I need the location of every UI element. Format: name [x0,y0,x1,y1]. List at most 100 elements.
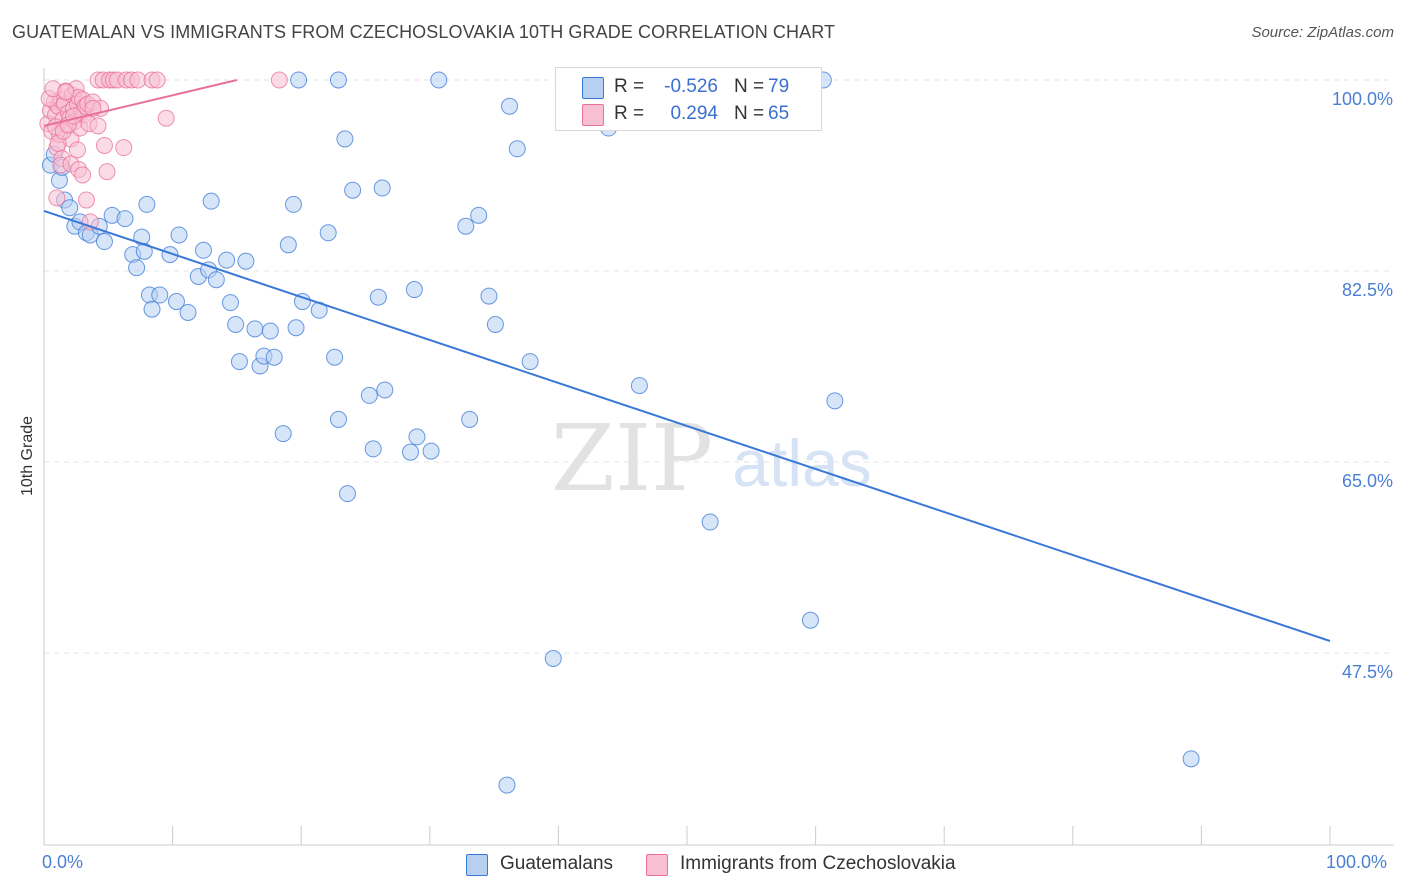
data-point [246,320,264,338]
y-tick-label: 65.0% [1342,471,1393,491]
data-point [265,348,283,366]
data-point [221,294,239,312]
data-point [498,776,516,794]
series-czechoslovakia [39,71,288,231]
data-point [544,649,562,667]
data-point [170,226,188,244]
data-point [826,392,844,410]
data-point [115,139,133,157]
data-point [261,322,279,340]
bottom-legend-label: Guatemalans [500,853,614,874]
data-point [143,300,161,318]
data-point [202,192,220,210]
legend-swatch-pink [582,104,604,126]
data-point [128,259,146,277]
y-tick-labels: 47.5% 65.0% 82.5% 100.0% [1332,89,1393,682]
legend-n-label: N = [734,103,765,124]
data-point [167,293,185,311]
data-point [405,281,423,299]
legend-swatch-blue [582,77,604,99]
data-point [336,130,354,148]
grid-lines [44,79,1394,654]
legend-r-value: -0.526 [664,76,718,97]
data-point [227,315,245,333]
data-point [207,271,225,289]
data-point [461,410,479,428]
data-point [138,195,156,213]
x-tick-label-max: 100.0% [1326,852,1388,872]
data-point [89,117,107,135]
legend-n-value: 79 [768,76,790,97]
trend-line [43,79,238,127]
source-credit: Source: ZipAtlas.com [1251,24,1394,41]
y-tick-label: 100.0% [1332,89,1393,109]
data-point [470,206,488,224]
data-point [501,97,519,115]
data-point [373,179,391,197]
legend-row-czechoslovakia: R = 0.294 N = 65 [556,100,821,128]
legend-r-value: 0.294 [670,103,718,124]
data-point [1182,750,1200,768]
chart-title: GUATEMALAN VS IMMIGRANTS FROM CZECHOSLOV… [12,22,836,42]
bottom-legend: Guatemalans Immigrants from Czechoslovak… [0,852,1406,878]
legend-r-label: R = [614,76,645,97]
data-point [376,381,394,399]
data-point [486,315,504,333]
data-point [135,242,153,260]
trend-line [43,210,1331,642]
data-point [157,109,175,127]
data-point [521,353,539,371]
y-tick-label: 47.5% [1342,662,1393,682]
data-point [422,442,440,460]
data-point [279,236,297,254]
data-point [274,425,292,443]
data-point [98,163,116,181]
data-point [77,191,95,209]
bottom-legend-swatch-pink [646,854,668,876]
data-point [408,428,426,446]
data-point [329,410,347,428]
data-point [161,246,179,264]
data-point [95,136,113,154]
stats-legend: R = -0.526 N = 79 R = 0.294 N = 65 [555,67,822,131]
data-point [360,386,378,404]
data-point [290,71,308,89]
legend-r-label: R = [614,103,645,124]
data-point [284,195,302,213]
data-point [402,443,420,461]
data-point [179,303,197,321]
data-point [457,217,475,235]
watermark-atlas: atlas [732,426,871,500]
bottom-legend-label: Immigrants from Czechoslovakia [680,853,956,874]
data-point [61,199,79,217]
legend-n-label: N = [734,76,765,97]
data-point [364,440,382,458]
data-point [116,210,134,228]
data-point [57,83,75,101]
axes [43,68,1394,846]
data-point [430,71,448,89]
data-point [369,288,387,306]
data-point [329,71,347,89]
data-point [287,319,305,337]
data-point [48,189,66,207]
data-point [701,513,719,531]
y-tick-label: 82.5% [1342,280,1393,300]
data-point [74,166,92,184]
data-point [630,377,648,395]
legend-row-guatemalans: R = -0.526 N = 79 [556,73,821,101]
data-point [801,611,819,629]
x-tick-label-min: 0.0% [42,852,84,872]
data-point [293,293,311,311]
data-point [480,287,498,305]
data-point [148,71,166,89]
data-point [338,485,356,503]
data-point [237,252,255,270]
data-point [230,353,248,371]
watermark: ZIP atlas [551,405,872,512]
trend-lines [43,79,1331,642]
data-point [95,233,113,251]
data-point [129,71,147,89]
watermark-zip: ZIP [551,405,713,512]
